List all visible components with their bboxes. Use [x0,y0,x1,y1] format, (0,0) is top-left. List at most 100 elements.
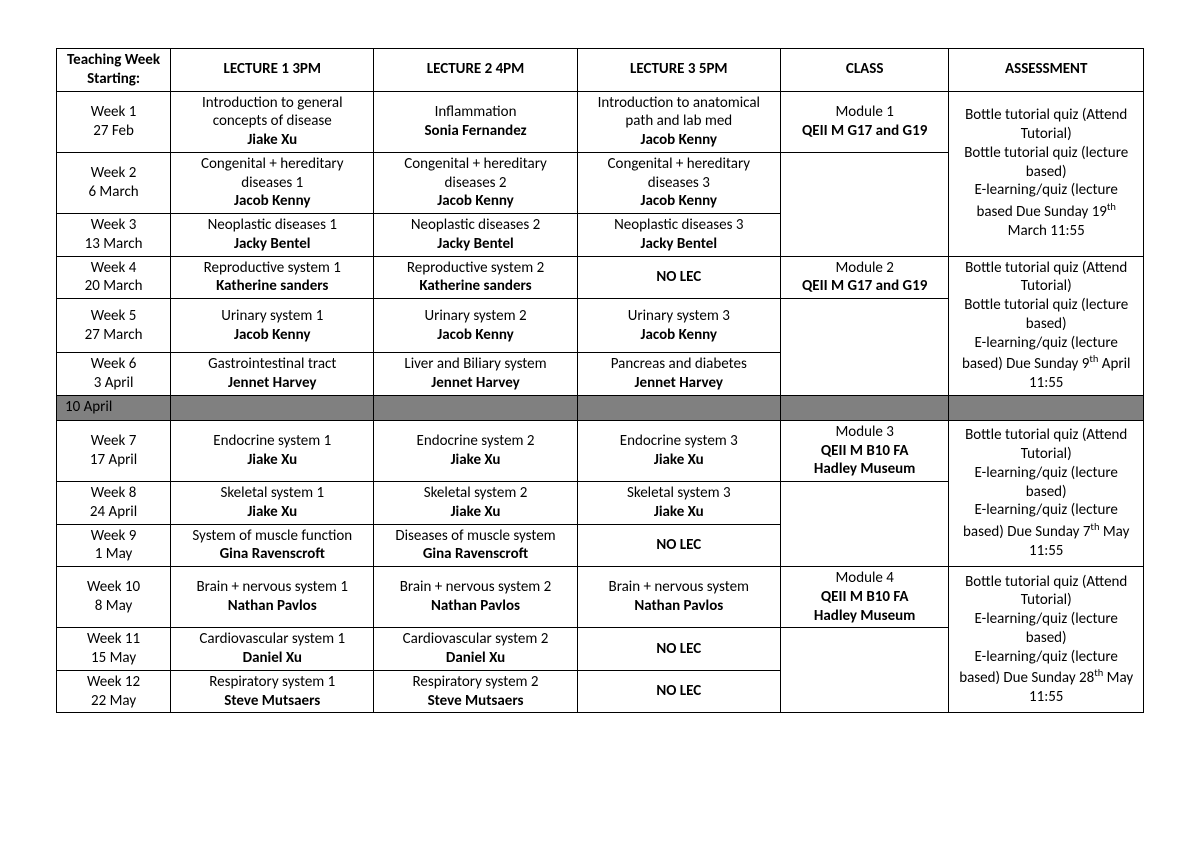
lecture-presenter: Katherine sanders [380,277,570,296]
no-lecture-cell: NO LEC [577,524,780,567]
week-label: Week 4 [91,259,137,277]
class-cell: Module 3 QEII M B10 FA Hadley Museum [780,420,948,481]
col-header-assessment: ASSESSMENT [949,49,1144,92]
assessment-line: E-learning/quiz (lecture based) [955,610,1137,648]
week-date: 24 April [90,503,137,521]
lecture-cell: Congenital + hereditary diseases 3Jacob … [577,152,780,213]
break-cell [171,395,374,420]
week-label: Week 6 [91,355,137,373]
lecture-cell: Respiratory system 1Steve Mutsaers [171,670,374,713]
week-date: 20 March [85,277,143,295]
lecture-title: Respiratory system 1 [177,673,367,692]
week-cell: Week 2 6 March [57,152,171,213]
lecture-title: Brain + nervous system 1 [177,578,367,597]
break-cell [780,395,948,420]
lecture-presenter: Jacky Bentel [584,235,774,254]
assessment-line: Bottle tutorial quiz (lecture based) [955,144,1137,182]
assessment-line: E-learning/quiz (lecture based) Due Sund… [955,334,1137,393]
lecture-cell: Liver and Biliary systemJennet Harvey [374,353,577,396]
lecture-presenter: Jennet Harvey [380,374,570,393]
break-cell [374,395,577,420]
lecture-cell: Diseases of muscle systemGina Ravenscrof… [374,524,577,567]
lecture-presenter: Daniel Xu [177,649,367,668]
lecture-cell: Skeletal system 2Jiake Xu [374,482,577,525]
break-date: 10 April [57,395,171,420]
class-cell-empty [780,299,948,396]
lecture-presenter: Jiake Xu [380,451,570,470]
lecture-presenter: Steve Mutsaers [380,692,570,711]
lecture-title: Cardiovascular system 2 [380,630,570,649]
module-location: QEII M G17 and G19 [787,277,942,296]
lecture-cell: Introduction to anatomical path and lab … [577,91,780,152]
week-date: 8 May [95,597,133,615]
module-title: Module 3 [787,423,942,442]
lecture-cell: Pancreas and diabetesJennet Harvey [577,353,780,396]
week-date: 13 March [85,235,143,253]
lecture-presenter: Katherine sanders [177,277,367,296]
lecture-presenter: Jiake Xu [584,503,774,522]
lecture-presenter: Jacky Bentel [380,235,570,254]
lecture-cell: Introduction to general concepts of dise… [171,91,374,152]
lecture-presenter: Jennet Harvey [584,374,774,393]
col-header-week: Teaching Week Starting: [57,49,171,92]
lecture-title: Introduction to general concepts of dise… [177,94,367,132]
lecture-presenter: Jiake Xu [177,503,367,522]
lecture-cell: Endocrine system 2Jiake Xu [374,420,577,481]
module-title: Module 1 [787,103,942,122]
lecture-cell: Neoplastic diseases 2Jacky Bentel [374,214,577,257]
week-date: 27 March [85,326,143,344]
lecture-title: Neoplastic diseases 2 [380,216,570,235]
lecture-cell: Brain + nervous system 1Nathan Pavlos [171,567,374,628]
assessment-cell: Bottle tutorial quiz (Attend Tutorial) E… [949,567,1144,713]
week-label: Week 8 [91,484,137,502]
assessment-line: Bottle tutorial quiz (lecture based) [955,296,1137,334]
lecture-title: Skeletal system 2 [380,484,570,503]
week-cell: Week 4 20 March [57,256,171,299]
page: Teaching Week Starting: LECTURE 1 3PM LE… [0,0,1200,848]
lecture-presenter: Jennet Harvey [177,374,367,393]
lecture-title: Neoplastic diseases 3 [584,216,774,235]
table-row: Week 4 20 March Reproductive system 1Kat… [57,256,1144,299]
lecture-title: Cardiovascular system 1 [177,630,367,649]
lecture-cell: Congenital + hereditary diseases 1Jacob … [171,152,374,213]
lecture-presenter: Jacob Kenny [177,192,367,211]
table-row: Week 7 17 April Endocrine system 1Jiake … [57,420,1144,481]
assessment-line: Bottle tutorial quiz (Attend Tutorial) [955,573,1137,611]
lecture-presenter: Gina Ravenscroft [380,545,570,564]
table-row: Week 10 8 May Brain + nervous system 1Na… [57,567,1144,628]
lecture-presenter: Jacob Kenny [380,192,570,211]
col-header-class: CLASS [780,49,948,92]
week-label: Week 11 [87,630,140,648]
no-lecture-cell: NO LEC [577,628,780,671]
lecture-cell: Congenital + hereditary diseases 2Jacob … [374,152,577,213]
week-label: Week 1 [91,103,137,121]
lecture-cell: Inflammation Sonia Fernandez [374,91,577,152]
col-header-lec2: LECTURE 2 4PM [374,49,577,92]
week-date: 15 May [91,649,136,667]
lecture-presenter: Jacob Kenny [380,326,570,345]
class-cell: Module 2 QEII M G17 and G19 [780,256,948,299]
module-location: QEII M B10 FA [787,442,942,461]
week-label: Week 2 [91,164,137,182]
week-label: Week 7 [91,432,137,450]
lecture-title: Skeletal system 3 [584,484,774,503]
week-cell: Week 12 22 May [57,670,171,713]
module-location2: Hadley Museum [787,607,942,626]
lecture-presenter: Jiake Xu [177,131,367,150]
class-cell-empty [780,482,948,567]
lecture-presenter: Daniel Xu [380,649,570,668]
lecture-presenter: Gina Ravenscroft [177,545,367,564]
lecture-presenter: Sonia Fernandez [380,122,570,141]
lecture-cell: Urinary system 1Jacob Kenny [171,299,374,353]
lecture-presenter: Nathan Pavlos [380,597,570,616]
lecture-title: Endocrine system 2 [380,432,570,451]
lecture-cell: Endocrine system 3Jiake Xu [577,420,780,481]
lecture-cell: Neoplastic diseases 1Jacky Bentel [171,214,374,257]
lecture-presenter: Jiake Xu [380,503,570,522]
week-label: Week 5 [91,307,137,325]
class-cell: Module 1 QEII M G17 and G19 [780,91,948,152]
module-location2: Hadley Museum [787,460,942,479]
col-header-lec3: LECTURE 3 5PM [577,49,780,92]
lecture-cell: Skeletal system 3Jiake Xu [577,482,780,525]
lecture-title: Neoplastic diseases 1 [177,216,367,235]
